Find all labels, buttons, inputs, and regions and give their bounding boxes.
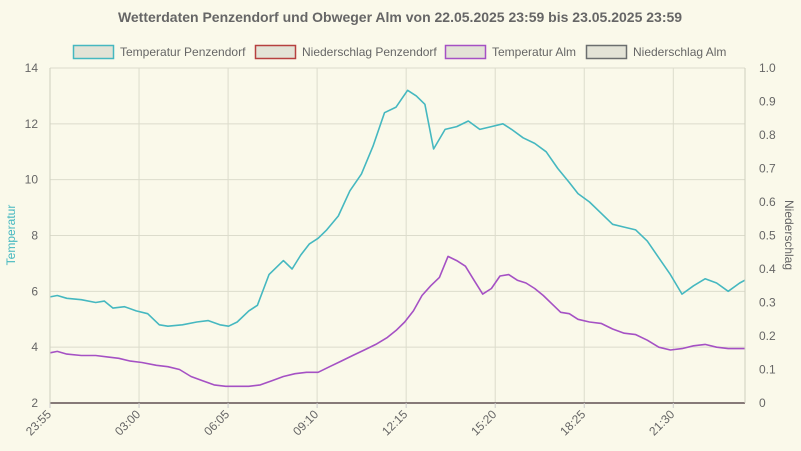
series-line-temperatur-penzendorf [49,89,746,327]
legend-swatch-niederschlag-penzendorf [254,44,297,60]
y-tick-label-right: 0.8 [759,128,776,142]
x-tick-label: 09:10 [290,407,321,438]
legend-label-niederschlag-alm: Niederschlag Alm [633,45,726,59]
y-tick-label-right: 0.4 [759,262,776,276]
y-tick-label-left: 14 [25,61,39,75]
x-tick-label: 03:00 [112,407,143,438]
x-tick-label: 06:05 [201,407,232,438]
axes: 2 4 6 8 10 12 14 0 0.1 0.2 0.3 0.4 0.5 0.6 0.7 0.8 0.9 1.… [23,61,776,438]
y-tick-label-left: 4 [31,340,38,354]
y-tick-label-right: 0.1 [759,363,776,377]
series-line-temperatur-alm [49,255,745,388]
legend-label-temperatur-alm: Temperatur Alm [492,45,576,59]
series-layer [49,89,746,404]
y-tick-label-right: 0.9 [759,95,776,109]
legend-label-temperatur-penzendorf: Temperatur Penzendorf [120,45,246,59]
y-tick-label-right: 0.7 [759,162,776,176]
x-tick-label: 12:15 [379,407,410,438]
y-axis-left-label: Temperatur [4,205,18,266]
x-tick-label: 23:55 [23,407,54,438]
y-tick-label-right: 0.2 [759,329,776,343]
chart-title: Wetterdaten Penzendorf und Obweger Alm v… [118,9,682,25]
y-axis-right-label: Niederschlag [782,200,796,270]
y-tick-label-left: 12 [25,117,39,131]
y-tick-label-right: 0.3 [759,296,776,310]
y-tick-label-left: 6 [31,284,38,298]
legend[interactable]: Temperatur Penzendorf Niederschlag Penzen… [72,44,727,60]
x-tick-label: 21:30 [646,407,677,438]
x-tick-label: 18:25 [557,407,588,438]
y-tick-label-left: 8 [31,229,38,243]
y-tick-label-right: 0.6 [759,195,776,209]
legend-label-niederschlag-penzendorf: Niederschlag Penzendorf [302,45,437,59]
legend-swatch-temperatur-penzendorf [72,44,115,60]
y-tick-label-left: 10 [25,173,39,187]
y-tick-label-right: 0 [759,396,766,410]
y-tick-label-right: 0.5 [759,229,776,243]
y-tick-label-right: 1.0 [759,61,776,75]
x-tick-label: 15:20 [468,407,499,438]
grid [49,67,745,404]
y-tick-label-left: 2 [31,396,38,410]
legend-swatch-niederschlag-alm [585,44,628,60]
legend-swatch-temperatur-alm [444,44,487,60]
